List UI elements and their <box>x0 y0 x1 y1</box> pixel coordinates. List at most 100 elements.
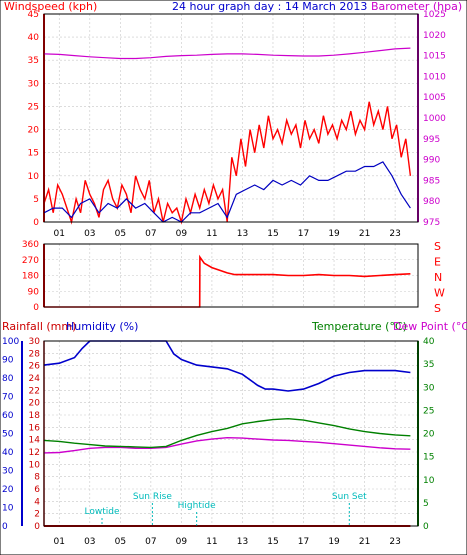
rain-ytick-4: 4 <box>34 497 40 507</box>
wind-tick-03: 03 <box>84 229 95 239</box>
annotation-label-3: Sun Set <box>332 492 367 502</box>
baro-ytick-975: 975 <box>423 218 440 228</box>
hum-ytick-60: 60 <box>2 411 14 421</box>
compass-E-1: E <box>434 256 441 269</box>
annotation-label-0: Lowtide <box>85 507 120 517</box>
temp-ytick-10: 10 <box>423 476 435 486</box>
hum-ytick-30: 30 <box>2 467 14 477</box>
wind-ytick-5: 5 <box>33 195 39 205</box>
hum-tick-11: 11 <box>206 537 217 547</box>
hum-tick-03: 03 <box>84 537 95 547</box>
hum-tick-07: 07 <box>145 537 156 547</box>
barometer-line <box>43 47 411 60</box>
hum-ytick-0: 0 <box>2 522 8 532</box>
rain-ytick-10: 10 <box>29 460 41 470</box>
dir-ytick-0: 0 <box>33 303 39 313</box>
dew-point-line <box>43 436 411 454</box>
hum-tick-21: 21 <box>359 537 370 547</box>
wind-tick-15: 15 <box>267 229 278 239</box>
wind-ytick-35: 35 <box>28 56 39 66</box>
baro-ytick-1015: 1015 <box>423 52 446 62</box>
annotation-label-1: Sun Rise <box>133 492 172 502</box>
wind-tick-23: 23 <box>389 229 400 239</box>
wind-tick-09: 09 <box>176 229 188 239</box>
temp-ytick-40: 40 <box>423 337 435 347</box>
hum-ytick-90: 90 <box>2 356 14 366</box>
dew-axis-title: Dew Point (°C) <box>393 320 467 333</box>
compass-W-3: W <box>434 287 445 300</box>
temp-ytick-20: 20 <box>423 430 435 440</box>
wind-tick-01: 01 <box>54 229 65 239</box>
hum-tick-09: 09 <box>176 537 188 547</box>
rain-ytick-22: 22 <box>29 386 40 396</box>
temp-ytick-25: 25 <box>423 406 434 416</box>
rain-ytick-16: 16 <box>29 423 41 433</box>
compass-S-4: S <box>434 302 441 315</box>
baro-ytick-990: 990 <box>423 156 440 166</box>
baro-ytick-995: 995 <box>423 135 440 145</box>
rain-ytick-26: 26 <box>29 362 41 372</box>
wind-ytick-15: 15 <box>28 149 39 159</box>
wind-tick-05: 05 <box>115 229 126 239</box>
temp-ytick-5: 5 <box>423 499 429 509</box>
hum-tick-01: 01 <box>54 537 65 547</box>
temp-axis-title: Temperature (°C) <box>311 320 407 333</box>
wind-tick-17: 17 <box>298 229 309 239</box>
hum-ytick-20: 20 <box>2 485 14 495</box>
baro-ytick-980: 980 <box>423 197 440 207</box>
rain-ytick-18: 18 <box>29 411 41 421</box>
hum-tick-05: 05 <box>115 537 126 547</box>
temp-ytick-30: 30 <box>423 383 435 393</box>
chart-title: 24 hour graph day : 14 March 2013 <box>172 0 367 13</box>
wind-ytick-10: 10 <box>28 172 40 182</box>
rain-ytick-28: 28 <box>29 349 41 359</box>
baro-ytick-1025: 1025 <box>423 10 446 20</box>
hum-ytick-100: 100 <box>2 337 19 347</box>
baro-ytick-985: 985 <box>423 176 440 186</box>
wind-average-line <box>43 161 411 223</box>
compass-S-0: S <box>434 240 441 253</box>
wind-axis-title: Windspeed (kph) <box>4 0 97 13</box>
wind-tick-11: 11 <box>206 229 217 239</box>
temp-ytick-0: 0 <box>423 522 429 532</box>
wind-plot-frame <box>43 13 419 223</box>
wind-ytick-20: 20 <box>28 126 40 136</box>
rain-ytick-12: 12 <box>29 448 40 458</box>
compass-N-2: N <box>434 271 442 284</box>
hum-ytick-40: 40 <box>2 448 14 458</box>
hum-tick-13: 13 <box>237 537 248 547</box>
hum-tick-17: 17 <box>298 537 309 547</box>
rain-ytick-0: 0 <box>34 522 40 532</box>
baro-ytick-1020: 1020 <box>423 31 446 41</box>
temperature-line <box>43 417 411 449</box>
dir-ytick-180: 180 <box>22 272 39 282</box>
baro-axis-title: Barometer (hpa) <box>371 0 462 13</box>
hum-plot-frame <box>43 340 419 527</box>
wind-ytick-45: 45 <box>28 10 39 20</box>
rain-ytick-30: 30 <box>29 337 41 347</box>
hum-ytick-50: 50 <box>2 430 14 440</box>
baro-ytick-1005: 1005 <box>423 93 446 103</box>
hum-tick-15: 15 <box>267 537 278 547</box>
wind-ytick-40: 40 <box>28 33 40 43</box>
hum-ytick-10: 10 <box>2 504 14 514</box>
wind-tick-21: 21 <box>359 229 370 239</box>
rain-ytick-24: 24 <box>29 374 41 384</box>
dir-ytick-360: 360 <box>22 240 39 250</box>
wind-tick-13: 13 <box>237 229 248 239</box>
rain-ytick-20: 20 <box>29 399 41 409</box>
annotation-label-2: Hightide <box>178 501 216 511</box>
temp-ytick-15: 15 <box>423 453 434 463</box>
wind-ytick-30: 30 <box>28 79 40 89</box>
baro-ytick-1000: 1000 <box>423 114 446 124</box>
hum-tick-23: 23 <box>389 537 400 547</box>
hum-ytick-80: 80 <box>2 374 14 384</box>
hum-ytick-70: 70 <box>2 393 14 403</box>
wind-ytick-25: 25 <box>28 102 39 112</box>
wind-ytick-0: 0 <box>33 218 39 228</box>
rain-ytick-8: 8 <box>34 473 40 483</box>
temp-ytick-35: 35 <box>423 360 434 370</box>
